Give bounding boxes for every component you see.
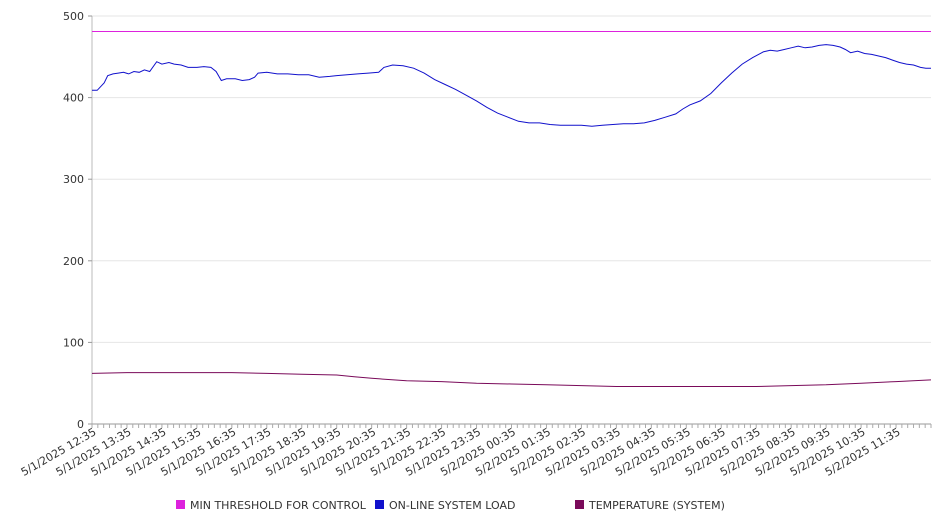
legend: MIN THRESHOLD FOR CONTROL ON-LINE SYSTEM … [176, 499, 725, 512]
y-tick-label: 400 [63, 92, 84, 105]
legend-item: TEMPERATURE (SYSTEM) [575, 499, 725, 512]
y-tick-label: 0 [77, 418, 84, 431]
y-tick-label: 300 [63, 173, 84, 186]
legend-swatch [176, 500, 185, 509]
legend-item: ON-LINE SYSTEM LOAD [375, 499, 515, 512]
legend-label: ON-LINE SYSTEM LOAD [389, 499, 515, 512]
series-line-1 [92, 44, 931, 127]
y-axis-ticks: 0 100 200 300 400 500 [63, 10, 92, 431]
x-axis-ticks: 5/1/2025 12:355/1/2025 13:355/1/2025 14:… [19, 424, 932, 479]
y-tick-label: 100 [63, 336, 84, 349]
gridlines [92, 15, 931, 343]
axes [91, 16, 931, 425]
y-tick-label: 200 [63, 255, 84, 268]
legend-item: MIN THRESHOLD FOR CONTROL [176, 499, 367, 512]
series-line-2 [91, 372, 932, 387]
legend-label: TEMPERATURE (SYSTEM) [588, 499, 725, 512]
y-tick-label: 500 [63, 10, 84, 23]
series-lines [91, 31, 932, 387]
legend-swatch [375, 500, 384, 509]
legend-label: MIN THRESHOLD FOR CONTROL [190, 499, 367, 512]
legend-swatch [575, 500, 584, 509]
